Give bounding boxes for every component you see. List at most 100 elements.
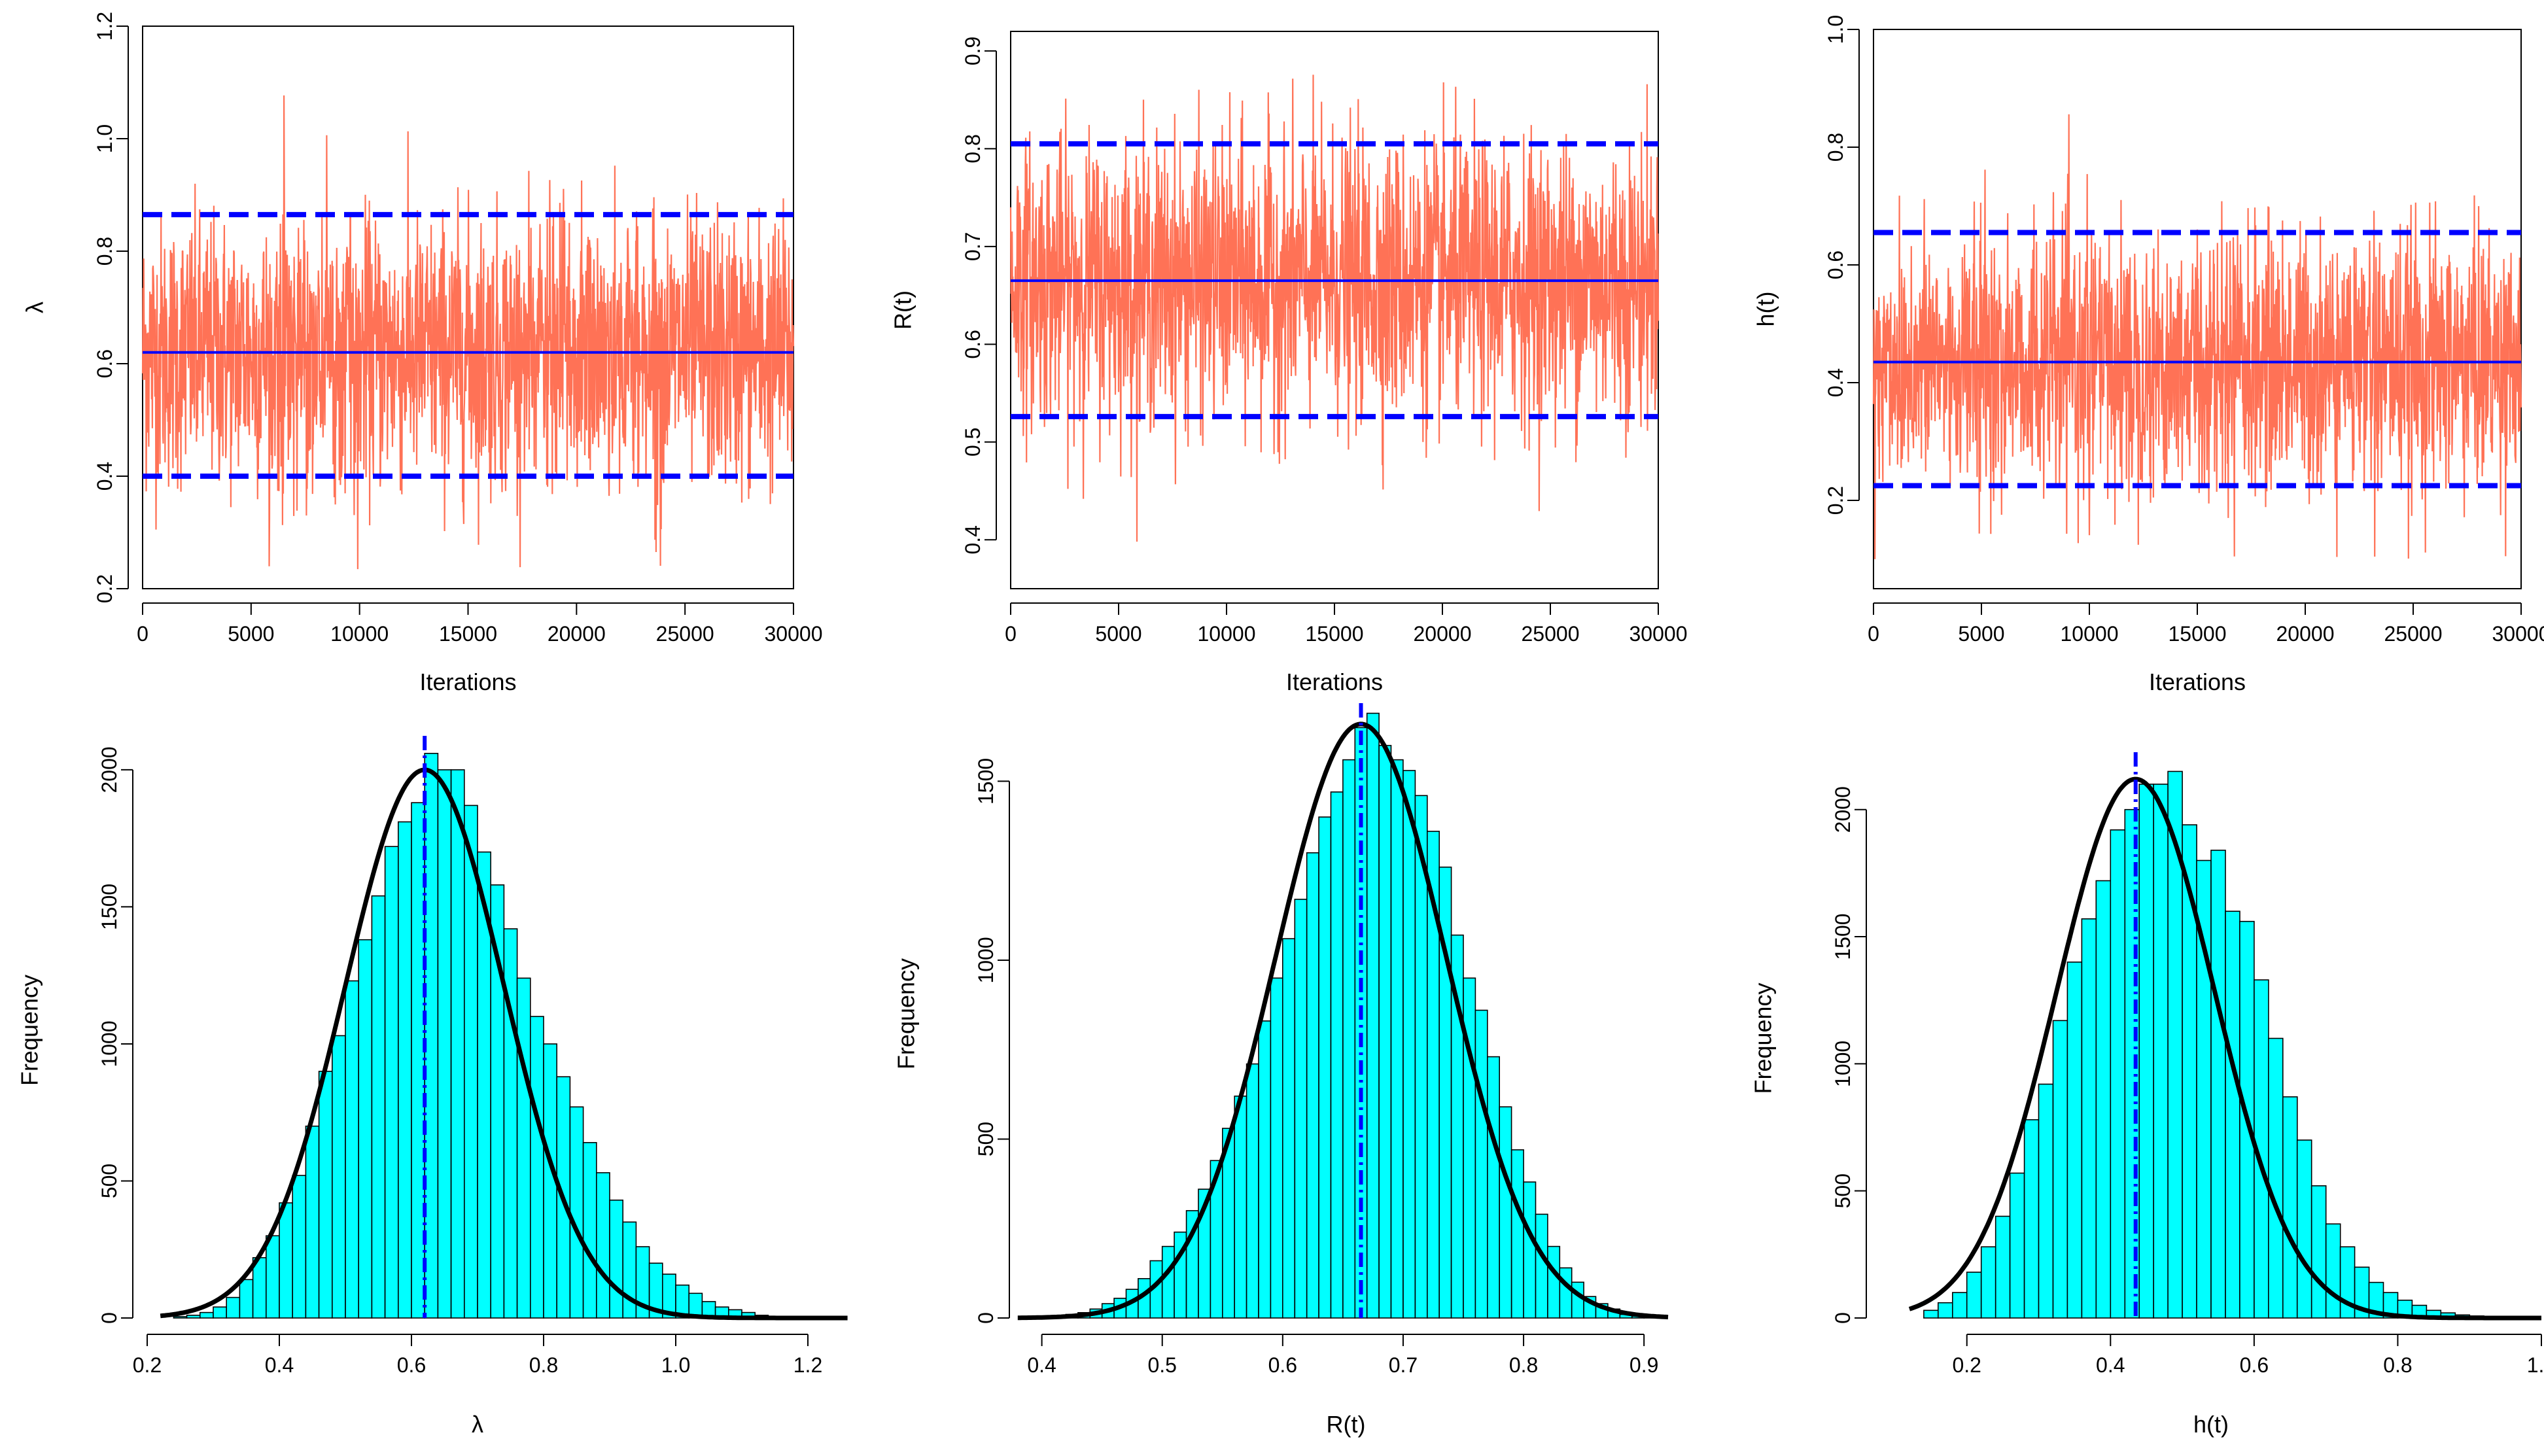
y-tick-label: 0: [1831, 1312, 1855, 1324]
histogram-bar: [1487, 1056, 1501, 1319]
x-tick-label: 0.4: [265, 1353, 294, 1377]
histogram-bar: [1966, 1272, 1982, 1319]
histogram-bar: [2110, 829, 2126, 1319]
x-tick-label: 20000: [548, 622, 606, 646]
histogram-bar: [595, 1172, 610, 1319]
histogram-bar: [1995, 1215, 2011, 1319]
histogram-bar: [1403, 770, 1416, 1319]
y-tick-label: 1500: [1831, 913, 1855, 960]
histogram-bar: [186, 1315, 201, 1319]
y-axis-title: R(t): [890, 290, 916, 330]
histogram-bar: [463, 805, 478, 1319]
x-axis-title: λ: [472, 1411, 483, 1438]
histogram-bar: [2210, 850, 2226, 1319]
y-tick-label: 0.6: [1824, 251, 1847, 279]
histogram-bar: [1952, 1292, 1968, 1319]
x-tick-label: 30000: [1629, 622, 1688, 646]
x-axis-title: R(t): [1327, 1411, 1366, 1438]
histogram-bar: [2023, 1119, 2040, 1319]
y-tick-label: 0.4: [1824, 368, 1847, 397]
y-axis-title: h(t): [1752, 292, 1779, 327]
x-tick-label: 25000: [656, 622, 714, 646]
histogram-bar: [1234, 1096, 1247, 1319]
y-tick-label: 500: [1831, 1173, 1855, 1208]
histogram-bar: [516, 977, 531, 1319]
histogram-bar: [371, 895, 386, 1319]
x-tick-label: 1.0: [2527, 1353, 2544, 1377]
histogram-bar: [424, 753, 439, 1319]
histogram-bar: [305, 1125, 320, 1319]
histogram-bar: [1258, 1020, 1272, 1319]
histogram-bar: [1547, 1245, 1561, 1319]
trace-h-panel: 0 5000 10000 15000 20000 25000 30000 0.2 0.4 0.6 0…: [1752, 15, 2544, 695]
histogram-bar: [2282, 1096, 2298, 1319]
x-tick-label: 10000: [1198, 622, 1256, 646]
histogram-bar: [1559, 1267, 1573, 1319]
histogram-bar: [2138, 784, 2154, 1319]
histogram-bar: [1499, 1106, 1512, 1319]
x-tick-label: 20000: [2276, 622, 2335, 646]
histogram-bar: [1294, 899, 1308, 1319]
x-axis-title: Iterations: [2149, 668, 2246, 695]
histogram-bar: [345, 980, 360, 1319]
x-tick-label: 0: [1005, 622, 1017, 646]
density-curve: [1017, 721, 1669, 1321]
x-tick-label: 30000: [765, 622, 823, 646]
y-tick-label: 1500: [974, 758, 998, 805]
hist-R-panel: 0.4 0.5 0.6 0.7 0.8 0.9 0 500 1000 1500 R(t) Freque…: [893, 703, 1669, 1438]
histogram-bar: [411, 802, 426, 1319]
histogram-bar: [1246, 1063, 1259, 1319]
y-tick-label: 0.7: [961, 232, 984, 261]
trace-lambda-panel: 0 5000 10000 15000 20000 25000 30000 0.2 0.4 0.6 0…: [22, 12, 823, 695]
histogram-bar: [397, 821, 412, 1319]
x-tick-label: 0.6: [1268, 1353, 1297, 1377]
x-tick-label: 25000: [2384, 622, 2443, 646]
histogram-bar: [1282, 938, 1296, 1319]
hist-lambda-panel: 0.2 0.4 0.6 0.8 1.0 1.2 0 500 1000 1500 2000 λ Frequ…: [16, 736, 848, 1438]
histogram-bar: [1390, 759, 1404, 1319]
x-tick-label: 20000: [1414, 622, 1472, 646]
y-tick-label: 1000: [974, 937, 998, 983]
x-tick-label: 0.2: [133, 1353, 162, 1377]
histogram-bar: [1318, 816, 1332, 1319]
x-tick-label: 0.4: [1027, 1353, 1056, 1377]
histogram-bar: [2081, 918, 2097, 1319]
x-tick-label: 0: [1868, 622, 1879, 646]
histogram-bar: [1523, 1181, 1537, 1319]
x-tick-label: 0.7: [1389, 1353, 1418, 1377]
histogram-bar: [213, 1306, 228, 1319]
histogram-bar: [2296, 1139, 2312, 1319]
histogram-bar: [1366, 712, 1380, 1319]
histogram-bar: [2052, 1020, 2068, 1319]
y-tick-label: 500: [97, 1164, 121, 1198]
y-axis-title: λ: [22, 302, 48, 313]
histogram-bar: [2268, 1037, 2284, 1319]
histogram-bar: [265, 1235, 280, 1319]
histogram-bar: [2225, 910, 2240, 1319]
histogram-bar: [582, 1142, 597, 1319]
x-tick-label: 0.5: [1147, 1353, 1176, 1377]
mcmc-trace-line: [1009, 75, 1660, 542]
histogram-bar: [2038, 1083, 2054, 1319]
plot-frame: [1873, 29, 2522, 589]
x-tick-label: 0.8: [529, 1353, 558, 1377]
y-tick-label: 0.8: [1824, 133, 1847, 162]
x-tick-label: 0.8: [1509, 1353, 1538, 1377]
histogram-bar: [292, 1175, 307, 1319]
y-tick-label: 2000: [97, 746, 121, 793]
histogram-bar: [318, 1071, 333, 1319]
y-tick-label: 0.5: [961, 428, 984, 457]
x-tick-label: 0: [137, 622, 148, 646]
histogram-bar: [450, 769, 465, 1319]
y-tick-label: 0.8: [961, 134, 984, 163]
histogram-bar: [1980, 1246, 1996, 1319]
y-tick-label: 1500: [97, 884, 121, 930]
histogram-bar: [1474, 1009, 1488, 1319]
mcmc-trace-line: [1872, 114, 2522, 559]
y-axis-title: Frequency: [893, 958, 920, 1069]
y-tick-label: 0.6: [93, 349, 116, 378]
histogram-bar: [2310, 1185, 2327, 1319]
y-tick-label: 1.0: [93, 124, 116, 153]
x-tick-label: 1.2: [793, 1353, 822, 1377]
